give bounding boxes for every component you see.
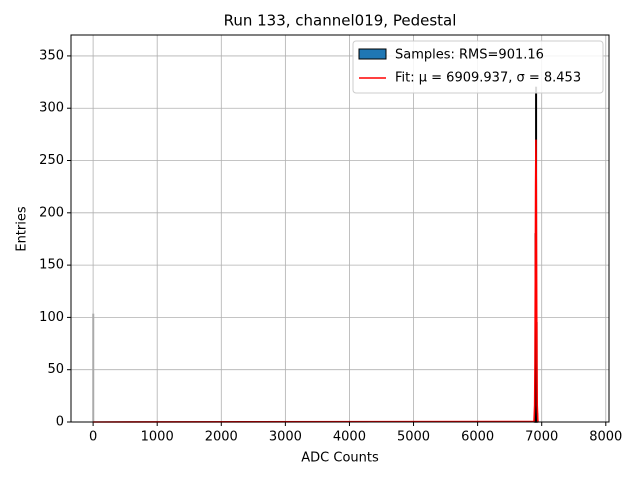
y-axis-label: Entries — [15, 206, 30, 252]
chart-title: Run 133, channel019, Pedestal — [224, 12, 457, 30]
x-tick-label: 7000 — [525, 430, 558, 445]
x-tick-label: 8000 — [589, 430, 622, 445]
y-tick-label: 300 — [39, 101, 64, 116]
y-tick-label: 150 — [39, 258, 64, 273]
y-tick-label: 0 — [56, 415, 64, 430]
x-tick-label: 0 — [89, 430, 97, 445]
y-tick-label: 200 — [39, 205, 64, 220]
x-tick-label: 1000 — [141, 430, 174, 445]
legend-label: Samples: RMS=901.16 — [395, 48, 544, 63]
x-tick-label: 5000 — [397, 430, 430, 445]
legend-box — [352, 40, 604, 94]
legend: Samples: RMS=901.16 Fit: μ = 6909.937, σ … — [352, 40, 604, 94]
plot-frame — [70, 34, 610, 423]
x-tick-label: 4000 — [333, 430, 366, 445]
y-tick-label: 350 — [39, 48, 64, 63]
histogram-bar — [92, 313, 95, 423]
x-tick-label: 6000 — [461, 430, 494, 445]
x-axis-label: ADC Counts — [301, 451, 379, 466]
y-tick-label: 250 — [39, 153, 64, 168]
x-tick-label: 2000 — [205, 430, 238, 445]
y-tick-label: 50 — [47, 362, 64, 377]
x-tick-label: 3000 — [269, 430, 302, 445]
y-tick-label: 100 — [39, 310, 64, 325]
legend-label: Fit: μ = 6909.937, σ = 8.453 — [395, 71, 581, 86]
legend-swatch — [358, 48, 387, 60]
fit-line — [93, 139, 539, 423]
